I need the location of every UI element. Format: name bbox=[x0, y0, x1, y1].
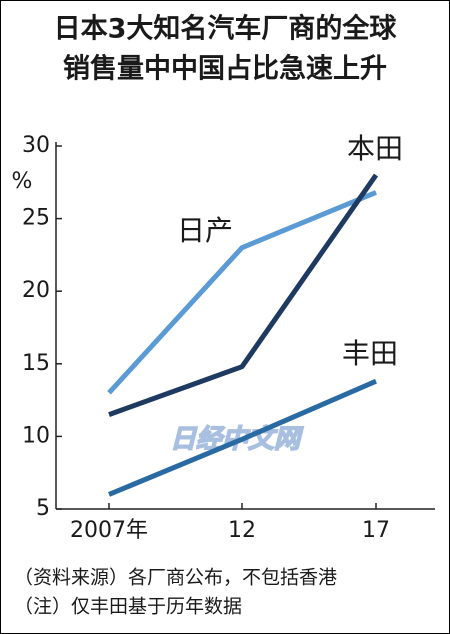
y-tick-label: 15 bbox=[22, 351, 50, 376]
series-line bbox=[107, 190, 377, 395]
series-label: 丰田 bbox=[342, 337, 398, 370]
note: （资料来源）各厂商公布，不包括香港 bbox=[14, 567, 337, 589]
series-label: 本田 bbox=[347, 132, 403, 165]
series-line bbox=[108, 173, 379, 417]
note: （注）仅丰田基于历年数据 bbox=[14, 596, 242, 618]
y-tick-label: 10 bbox=[22, 423, 50, 448]
y-tick-label: 25 bbox=[22, 206, 50, 231]
x-tick-label: 12 bbox=[228, 518, 256, 543]
x-tick-label: 17 bbox=[362, 518, 390, 543]
chart-title: 销售量中中国占比急速上升 bbox=[63, 53, 387, 85]
x-tick-label: 2007年 bbox=[70, 518, 148, 543]
y-tick-label: 20 bbox=[22, 278, 50, 303]
series-line bbox=[108, 378, 377, 497]
series-label: 日产 bbox=[177, 214, 233, 247]
y-unit: % bbox=[12, 169, 33, 194]
y-tick-label: 5 bbox=[36, 496, 50, 521]
chart-title: 日本3大知名汽车厂商的全球 bbox=[54, 13, 398, 45]
y-tick-label: 30 bbox=[22, 133, 50, 158]
